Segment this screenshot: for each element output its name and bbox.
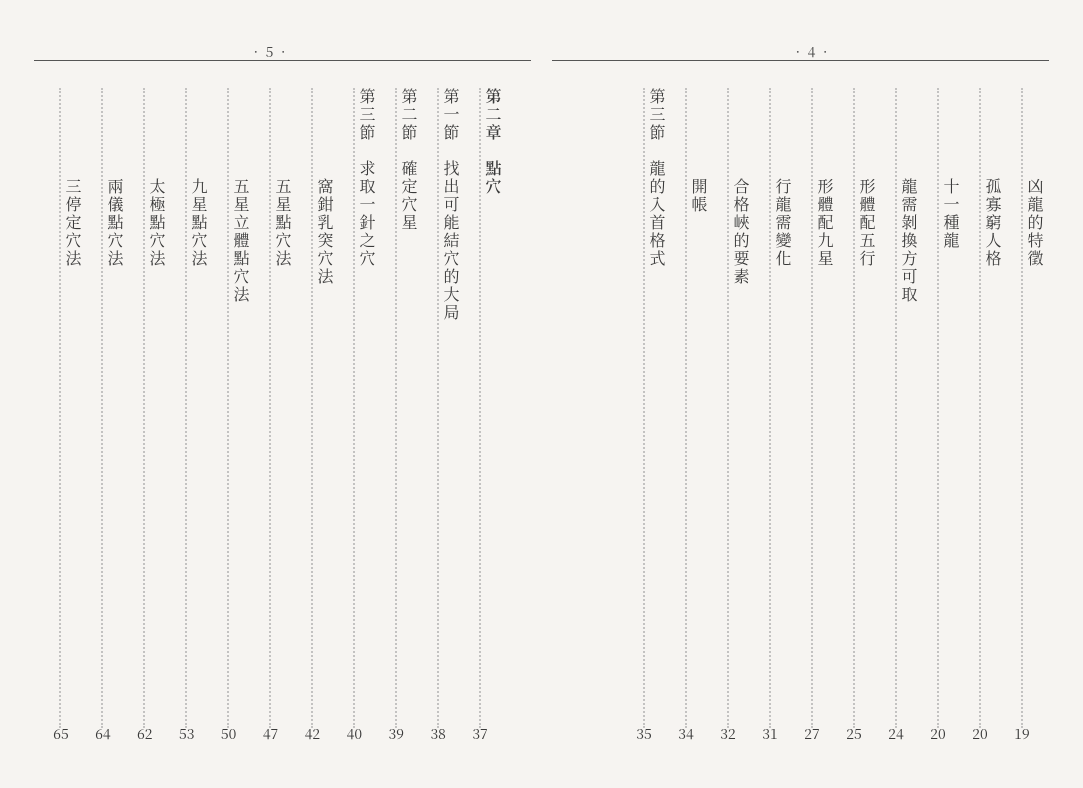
page-left: · 5 · 第二章 點穴 第一節 找出可能結穴的大局 第二節 確定穴星 第三節 求取一…: [0, 0, 541, 788]
toc-entry: 第三節 求取一針之穴: [333, 88, 375, 728]
toc-entry-label: 開帳: [691, 178, 707, 220]
toc-entry-pagenum: 37: [459, 724, 501, 744]
toc-entry-pagenum: 47: [250, 724, 292, 744]
toc-entry-pagenum: 50: [208, 724, 250, 744]
toc-entry-label: 十一種龍: [943, 178, 959, 256]
toc-leader-dots: [479, 88, 481, 728]
toc-entry-pagenum: 19: [1001, 724, 1043, 744]
toc-entry: 合格峽的要素: [707, 88, 749, 728]
toc-entry-pagenum: 34: [665, 724, 707, 744]
toc-entry-pagenum: 32: [707, 724, 749, 744]
toc-leader-dots: [643, 88, 645, 728]
page-right: · 4 · 凶龍的特徵 孤寡窮人格 十一種龍 龍需剝換方可取 形體配五行 形體配九星 行龍需…: [542, 0, 1083, 788]
toc-entry: 三停定穴法: [39, 88, 81, 728]
toc-entry-pagenum: 31: [749, 724, 791, 744]
toc-entry-pagenum: 53: [166, 724, 208, 744]
toc-entry: 五星立體點穴法: [207, 88, 249, 728]
toc-entry-label: 第三節 求取一針之穴: [359, 88, 375, 274]
toc-leader-dots: [185, 88, 187, 728]
toc-entry: 九星點穴法: [165, 88, 207, 728]
toc-entry-pagenum: 42: [291, 724, 333, 744]
page-right-rule: [552, 60, 1049, 61]
toc-entry-label: 三停定穴法: [65, 178, 81, 274]
toc-leader-dots: [143, 88, 145, 728]
toc-entry-label: 行龍需變化: [775, 178, 791, 274]
toc-leader-dots: [227, 88, 229, 728]
toc-entry-label: 第二節 確定穴星: [401, 88, 417, 238]
toc-entry: 第二章 點穴: [459, 88, 501, 728]
toc-entry-label: 形體配五行: [859, 178, 875, 274]
toc-entry-label: 五星點穴法: [275, 178, 291, 274]
toc-entry: 龍需剝換方可取: [875, 88, 917, 728]
toc-entry-pagenum: 35: [623, 724, 665, 744]
toc-entry-pagenum: 62: [124, 724, 166, 744]
toc-leader-dots: [311, 88, 313, 728]
toc-entry-label: 凶龍的特徵: [1027, 178, 1043, 274]
toc-entry-pagenum: 64: [82, 724, 124, 744]
toc-leader-dots: [895, 88, 897, 728]
toc-leader-dots: [979, 88, 981, 728]
toc-entry: 十一種龍: [917, 88, 959, 728]
page-left-pagenums: 3738394042475053626465: [40, 724, 501, 744]
toc-entry: 行龍需變化: [749, 88, 791, 728]
toc-entry: 孤寡窮人格: [959, 88, 1001, 728]
toc-entry: 第一節 找出可能結穴的大局: [417, 88, 459, 728]
toc-entry: 窩鉗乳突穴法: [291, 88, 333, 728]
toc-entry-pagenum: 27: [791, 724, 833, 744]
toc-entry-pagenum: 25: [833, 724, 875, 744]
toc-leader-dots: [937, 88, 939, 728]
page-right-pagenums: 19202024252731323435: [582, 724, 1043, 744]
toc-entry-label: 龍需剝換方可取: [901, 178, 917, 310]
toc-entry: 形體配五行: [833, 88, 875, 728]
toc-leader-dots: [811, 88, 813, 728]
toc-entry-label: 合格峽的要素: [733, 178, 749, 292]
page-left-rule: [34, 60, 531, 61]
toc-entry-pagenum: 20: [959, 724, 1001, 744]
toc-entry: 第三節 龍的入首格式: [623, 88, 665, 728]
toc-entry: 開帳: [665, 88, 707, 728]
toc-entry: 凶龍的特徵: [1001, 88, 1043, 728]
toc-entry-pagenum: 40: [333, 724, 375, 744]
toc-entry-label: 形體配九星: [817, 178, 833, 274]
toc-entry-label: 九星點穴法: [191, 178, 207, 274]
toc-entry-label: 窩鉗乳突穴法: [317, 178, 333, 292]
two-page-spread: · 4 · 凶龍的特徵 孤寡窮人格 十一種龍 龍需剝換方可取 形體配五行 形體配九星 行龍需…: [0, 0, 1083, 788]
toc-entry-pagenum: 39: [375, 724, 417, 744]
toc-entry-label: 第三節 龍的入首格式: [649, 88, 665, 274]
toc-leader-dots: [269, 88, 271, 728]
toc-entry-label: 第二章 點穴: [485, 88, 501, 202]
toc-leader-dots: [853, 88, 855, 728]
toc-entry: 形體配九星: [791, 88, 833, 728]
toc-entry-label: 五星立體點穴法: [233, 178, 249, 310]
toc-entry-pagenum: 24: [875, 724, 917, 744]
page-right-columns: 凶龍的特徵 孤寡窮人格 十一種龍 龍需剝換方可取 形體配五行 形體配九星 行龍需變化 合格峽的…: [582, 88, 1043, 728]
toc-entry: 兩儀點穴法: [81, 88, 123, 728]
toc-entry-label: 孤寡窮人格: [985, 178, 1001, 274]
toc-entry: 五星點穴法: [249, 88, 291, 728]
toc-entry-pagenum: 65: [40, 724, 82, 744]
toc-leader-dots: [1021, 88, 1023, 728]
page-left-header: · 5 ·: [0, 42, 541, 62]
toc-leader-dots: [727, 88, 729, 728]
toc-entry: 太極點穴法: [123, 88, 165, 728]
toc-entry-label: 兩儀點穴法: [107, 178, 123, 274]
toc-entry-pagenum: 38: [417, 724, 459, 744]
toc-leader-dots: [395, 88, 397, 728]
toc-entry: 第二節 確定穴星: [375, 88, 417, 728]
toc-leader-dots: [101, 88, 103, 728]
toc-entry-pagenum: 20: [917, 724, 959, 744]
toc-entry-label: 第一節 找出可能結穴的大局: [443, 88, 459, 328]
toc-leader-dots: [59, 88, 61, 728]
toc-entry-label: 太極點穴法: [149, 178, 165, 274]
page-left-columns: 第二章 點穴 第一節 找出可能結穴的大局 第二節 確定穴星 第三節 求取一針之穴 窩鉗乳…: [40, 88, 501, 728]
toc-leader-dots: [769, 88, 771, 728]
toc-leader-dots: [437, 88, 439, 728]
page-right-header: · 4 ·: [542, 42, 1083, 62]
toc-leader-dots: [685, 88, 687, 728]
toc-leader-dots: [353, 88, 355, 728]
